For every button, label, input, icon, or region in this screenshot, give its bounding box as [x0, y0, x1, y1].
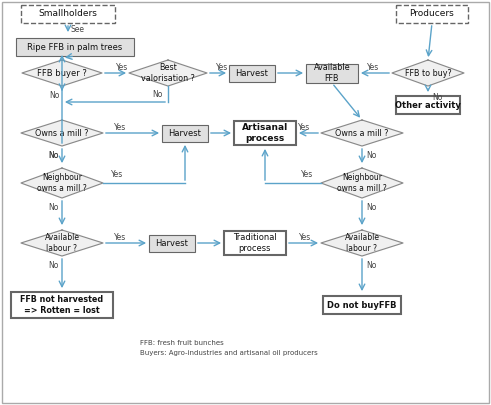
- Text: Producers: Producers: [409, 9, 454, 19]
- Text: FFB buyer ?: FFB buyer ?: [37, 68, 87, 77]
- Text: No: No: [366, 151, 376, 160]
- Text: Traditional
process: Traditional process: [233, 233, 277, 253]
- FancyBboxPatch shape: [396, 96, 460, 114]
- FancyBboxPatch shape: [396, 5, 468, 23]
- Polygon shape: [321, 168, 403, 198]
- Polygon shape: [321, 230, 403, 256]
- Polygon shape: [21, 120, 103, 146]
- Text: Yes: Yes: [299, 234, 311, 243]
- Polygon shape: [21, 230, 103, 256]
- FancyBboxPatch shape: [21, 5, 115, 23]
- FancyBboxPatch shape: [16, 38, 134, 56]
- FancyBboxPatch shape: [234, 121, 296, 145]
- Text: Owns a mill ?: Owns a mill ?: [335, 128, 389, 138]
- Polygon shape: [22, 60, 102, 86]
- Text: Buyers: Agro-industries and artisanal oil producers: Buyers: Agro-industries and artisanal oi…: [140, 350, 318, 356]
- Text: No: No: [153, 90, 163, 99]
- Text: Yes: Yes: [114, 124, 126, 132]
- Text: Neighbour
owns a mill ?: Neighbour owns a mill ?: [337, 173, 387, 193]
- Text: Smallholders: Smallholders: [39, 9, 97, 19]
- Text: Harvest: Harvest: [236, 68, 269, 77]
- Text: Yes: Yes: [114, 234, 126, 243]
- Text: Harvest: Harvest: [156, 239, 189, 247]
- Text: Yes: Yes: [111, 170, 123, 179]
- Text: Do not buyFFB: Do not buyFFB: [327, 301, 397, 309]
- Text: Best
valorisation ?: Best valorisation ?: [141, 63, 195, 83]
- Polygon shape: [321, 120, 403, 146]
- FancyBboxPatch shape: [323, 296, 401, 314]
- Polygon shape: [21, 168, 103, 198]
- Text: FFB not harvested
=> Rotten = lost: FFB not harvested => Rotten = lost: [21, 295, 104, 315]
- Text: FFB to buy?: FFB to buy?: [405, 68, 451, 77]
- FancyBboxPatch shape: [11, 292, 113, 318]
- Text: No: No: [48, 202, 58, 211]
- Text: Harvest: Harvest: [168, 128, 201, 138]
- Text: Yes: Yes: [116, 64, 128, 72]
- Text: Available
labour ?: Available labour ?: [45, 233, 80, 253]
- FancyBboxPatch shape: [224, 231, 286, 255]
- Text: Yes: Yes: [298, 124, 310, 132]
- FancyBboxPatch shape: [306, 64, 358, 83]
- Polygon shape: [129, 60, 207, 86]
- Text: No: No: [49, 90, 59, 100]
- FancyBboxPatch shape: [149, 234, 195, 252]
- Text: Neighbour
owns a mill ?: Neighbour owns a mill ?: [37, 173, 87, 193]
- Text: No: No: [48, 151, 58, 160]
- Text: No: No: [432, 92, 442, 102]
- Text: Available
labour ?: Available labour ?: [345, 233, 380, 253]
- Text: FFB: fresh fruit bunches: FFB: fresh fruit bunches: [140, 340, 224, 346]
- Text: See: See: [71, 26, 85, 34]
- FancyBboxPatch shape: [229, 64, 275, 81]
- Text: No: No: [48, 151, 58, 160]
- Text: Yes: Yes: [216, 64, 228, 72]
- Text: Artisanal
process: Artisanal process: [242, 123, 288, 143]
- Text: Other activity: Other activity: [395, 100, 461, 109]
- Text: No: No: [366, 202, 376, 211]
- Text: No: No: [366, 262, 376, 271]
- Text: Available
FFB: Available FFB: [314, 63, 350, 83]
- Polygon shape: [392, 60, 464, 86]
- FancyBboxPatch shape: [162, 124, 208, 141]
- Text: Yes: Yes: [367, 64, 379, 72]
- Text: Ripe FFB in palm trees: Ripe FFB in palm trees: [27, 43, 123, 51]
- Text: Owns a mill ?: Owns a mill ?: [35, 128, 89, 138]
- Text: No: No: [48, 262, 58, 271]
- Text: Yes: Yes: [301, 170, 313, 179]
